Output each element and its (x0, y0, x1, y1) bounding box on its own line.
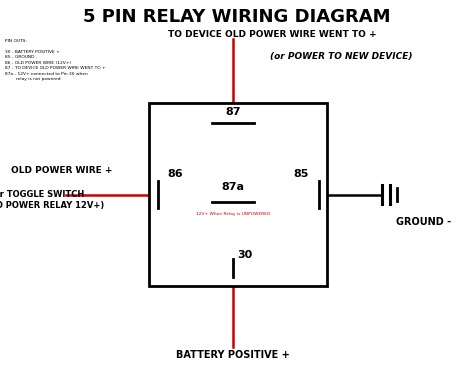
Bar (149, 103, 327, 286)
Text: (or POWER TO NEW DEVICE): (or POWER TO NEW DEVICE) (270, 52, 412, 61)
Text: GROUND -: GROUND - (396, 217, 451, 227)
Text: 12V+ When Relay is UNPOWERED: 12V+ When Relay is UNPOWERED (196, 212, 270, 215)
Text: (or TOGGLE SWITCH
TO POWER RELAY 12V+): (or TOGGLE SWITCH TO POWER RELAY 12V+) (0, 190, 105, 210)
Text: OLD POWER WIRE +: OLD POWER WIRE + (11, 166, 112, 175)
Text: 87a: 87a (221, 182, 245, 192)
Text: 87: 87 (225, 107, 241, 117)
Text: BATTERY POSITIVE +: BATTERY POSITIVE + (176, 350, 290, 360)
Text: PIN OUTS:

30 - BATTERY POSITIVE +
85 - GROUND -
86 - OLD POWER WIRE (12V+)
87 -: PIN OUTS: 30 - BATTERY POSITIVE + 85 - G… (5, 39, 105, 81)
Text: TO DEVICE OLD POWER WIRE WENT TO +: TO DEVICE OLD POWER WIRE WENT TO + (168, 29, 377, 39)
Text: 86: 86 (168, 169, 183, 179)
Text: 5 PIN RELAY WIRING DIAGRAM: 5 PIN RELAY WIRING DIAGRAM (83, 7, 391, 26)
Text: 85: 85 (293, 169, 309, 179)
Text: 30: 30 (237, 250, 252, 260)
